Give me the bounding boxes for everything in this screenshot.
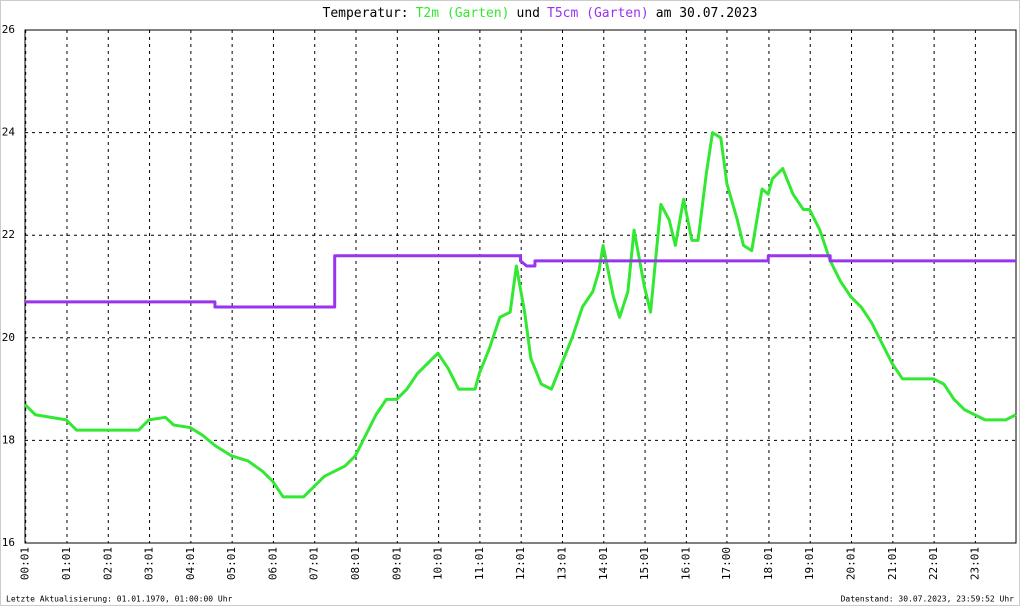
y-tick-label: 18 <box>2 433 15 446</box>
x-tick-label: 13:01 <box>555 547 568 580</box>
chart-title: Temperatur: T2m (Garten) und T5cm (Garten) a… <box>323 6 758 21</box>
x-tick-label: 17:00 <box>720 547 733 580</box>
y-tick-label: 22 <box>2 228 15 241</box>
y-tick-label: 16 <box>2 536 15 549</box>
x-tick-label: 06:01 <box>266 547 279 580</box>
x-tick-label: 00:01 <box>19 547 32 580</box>
x-tick-label: 12:01 <box>514 547 527 580</box>
x-tick-label: 07:01 <box>308 547 321 580</box>
title-part: und <box>517 6 540 21</box>
x-tick-label: 15:01 <box>638 547 651 580</box>
x-tick-label: 11:01 <box>473 547 486 580</box>
x-tick-label: 02:01 <box>101 547 114 580</box>
footer-left: Letzte Aktualisierung: 01.01.1970, 01:00… <box>6 595 233 604</box>
x-tick-label: 18:01 <box>762 547 775 580</box>
x-tick-label: 01:01 <box>60 547 73 580</box>
x-tick-label: 16:01 <box>679 547 692 580</box>
x-tick-label: 14:01 <box>597 547 610 580</box>
x-tick-label: 09:01 <box>390 547 403 580</box>
title-part: Temperatur: <box>323 6 409 21</box>
title-part: T5cm (Garten) <box>547 6 649 21</box>
x-tick-label: 19:01 <box>803 547 816 580</box>
plot-frame <box>24 29 1017 544</box>
title-part: T2m (Garten) <box>416 6 510 21</box>
x-tick-label: 20:01 <box>845 547 858 580</box>
x-tick-label: 22:01 <box>927 547 940 580</box>
title-part: am 30.07.2023 <box>656 6 758 21</box>
footer-right: Datenstand: 30.07.2023, 23:59:52 Uhr <box>841 595 1015 604</box>
x-tick-label: 08:01 <box>349 547 362 580</box>
series-line <box>23 131 1017 499</box>
y-tick-label: 26 <box>2 23 15 36</box>
x-tick-label: 03:01 <box>143 547 156 580</box>
series-line <box>25 254 1016 309</box>
x-tick-label: 04:01 <box>184 547 197 580</box>
x-tick-label: 10:01 <box>432 547 445 580</box>
y-tick-label: 24 <box>2 126 16 139</box>
y-tick-label: 20 <box>2 331 15 344</box>
x-tick-label: 21:01 <box>886 547 899 580</box>
x-tick-label: 05:01 <box>225 547 238 580</box>
x-tick-label: 23:01 <box>968 547 981 580</box>
